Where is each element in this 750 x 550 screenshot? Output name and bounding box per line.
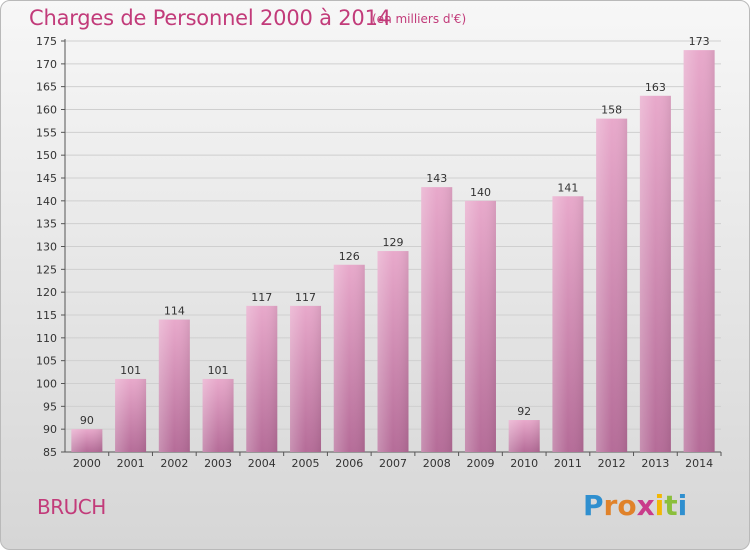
y-tick-label: 100	[36, 378, 57, 391]
x-tick-label: 2007	[379, 457, 407, 470]
x-tick-label: 2009	[466, 457, 494, 470]
y-tick-label: 105	[36, 355, 57, 368]
bar-shade	[552, 196, 584, 452]
y-tick-label: 170	[36, 58, 57, 71]
bar-shade	[290, 305, 322, 452]
y-tick-label: 95	[43, 400, 57, 413]
data-label: 140	[470, 186, 491, 199]
data-label: 101	[208, 364, 229, 377]
y-tick-label: 125	[36, 263, 57, 276]
x-tick-label: 2010	[510, 457, 538, 470]
x-tick-label: 2013	[641, 457, 669, 470]
y-tick-label: 160	[36, 104, 57, 117]
bar-shade	[71, 429, 103, 452]
x-tick-label: 2000	[73, 457, 101, 470]
bar-shade	[421, 187, 453, 452]
y-tick-label: 115	[36, 309, 57, 322]
data-label: 158	[601, 104, 622, 117]
y-tick-label: 130	[36, 241, 57, 254]
x-tick-label: 2001	[117, 457, 145, 470]
bar-shade	[508, 420, 540, 452]
x-tick-label: 2005	[292, 457, 320, 470]
logo-letter: t	[664, 489, 678, 522]
y-tick-label: 175	[36, 35, 57, 48]
data-label: 117	[295, 291, 316, 304]
y-tick-label: 145	[36, 172, 57, 185]
x-tick-label: 2006	[335, 457, 363, 470]
data-label: 90	[80, 414, 94, 427]
data-label: 129	[383, 236, 404, 249]
y-tick-label: 140	[36, 195, 57, 208]
y-tick-label: 85	[43, 446, 57, 459]
logo-letter: P	[583, 489, 604, 522]
commune-name: BRUCH	[37, 495, 106, 519]
chart-unit: (en milliers d'€)	[372, 12, 467, 26]
bar-shade	[246, 305, 278, 452]
logo-letter: x	[636, 489, 655, 522]
y-tick-label: 120	[36, 286, 57, 299]
x-tick-label: 2008	[423, 457, 451, 470]
bar-shade	[464, 200, 496, 452]
data-label: 126	[339, 250, 360, 263]
bar-shade	[683, 50, 715, 453]
x-tick-label: 2003	[204, 457, 232, 470]
y-tick-label: 135	[36, 218, 57, 231]
x-tick-label: 2002	[160, 457, 188, 470]
y-tick-label: 110	[36, 332, 57, 345]
y-tick-label: 150	[36, 149, 57, 162]
data-label: 141	[557, 181, 578, 194]
y-tick-label: 165	[36, 81, 57, 94]
data-label: 114	[164, 305, 185, 318]
x-tick-label: 2014	[685, 457, 713, 470]
bar-shade	[639, 95, 671, 453]
data-label: 173	[689, 35, 710, 48]
bar-shade	[333, 264, 365, 452]
bar-shade	[377, 251, 409, 452]
data-label: 163	[645, 81, 666, 94]
logo-letter: i	[677, 489, 688, 522]
data-label: 117	[251, 291, 272, 304]
data-label: 92	[517, 405, 531, 418]
bar-shade	[115, 378, 147, 452]
y-tick-label: 90	[43, 423, 57, 436]
data-label: 101	[120, 364, 141, 377]
x-tick-label: 2004	[248, 457, 276, 470]
bar-shade	[596, 118, 628, 452]
logo-letter: i	[654, 489, 665, 522]
data-label: 143	[426, 172, 447, 185]
bar-shade	[202, 378, 234, 452]
y-tick-label: 155	[36, 126, 57, 139]
logo-letter: o	[617, 489, 637, 522]
chart-title: Charges de Personnel 2000 à 2014	[29, 6, 391, 30]
logo-letter: r	[603, 489, 618, 522]
bar-shade	[158, 319, 190, 452]
x-tick-label: 2011	[554, 457, 582, 470]
x-tick-label: 2012	[598, 457, 626, 470]
